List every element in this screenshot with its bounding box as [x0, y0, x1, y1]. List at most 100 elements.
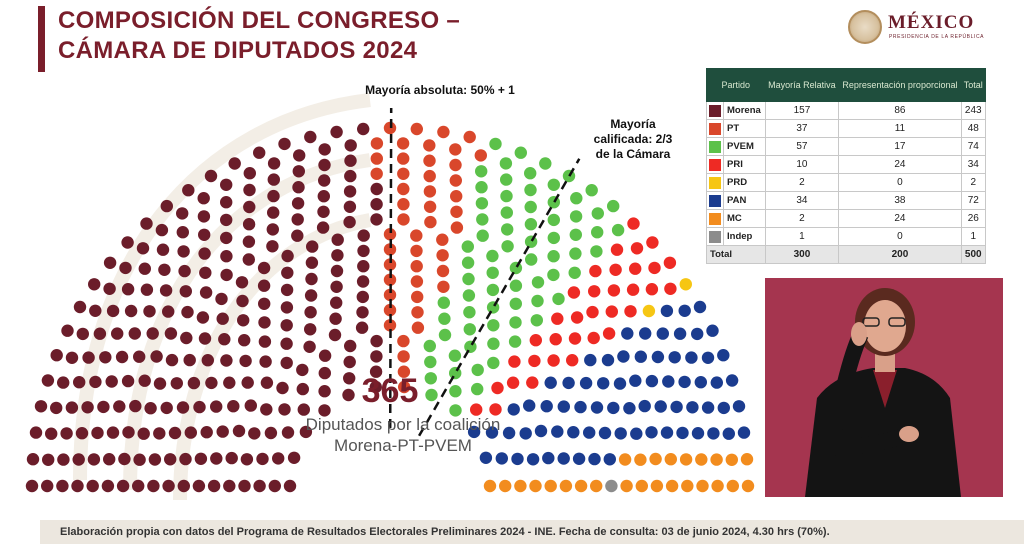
seat-pvem — [487, 337, 500, 350]
seat-morena — [369, 380, 382, 394]
seat-morena — [264, 426, 278, 440]
seat-morena — [330, 264, 344, 278]
seat-morena — [216, 425, 229, 438]
seat-morena — [370, 350, 383, 363]
seat-morena — [280, 337, 293, 350]
seat-pvem — [524, 200, 537, 214]
seat-morena — [258, 316, 271, 329]
seat-pvem — [423, 339, 436, 353]
seat-pri — [568, 332, 582, 345]
seat-morena — [276, 381, 289, 395]
seat-pan — [523, 399, 536, 412]
seat-morena — [244, 399, 257, 412]
seat-morena — [45, 427, 58, 440]
seat-morena — [232, 424, 246, 438]
seat-morena — [164, 453, 177, 466]
seat-morena — [343, 355, 356, 369]
seat-morena — [299, 425, 313, 439]
mayoria-relativa-value: 37 — [764, 119, 840, 138]
seat-pt — [423, 200, 437, 213]
total-value: 48 — [960, 119, 987, 138]
seat-morena — [296, 363, 309, 377]
seat-morena — [165, 353, 179, 367]
seat-morena — [86, 479, 99, 493]
seat-pvem — [462, 289, 476, 302]
seat-pvem — [562, 169, 576, 183]
seat-morena — [357, 244, 370, 258]
seat-pan — [485, 426, 499, 439]
seat-pan — [557, 452, 570, 465]
seat-morena — [88, 278, 101, 291]
seat-pvem — [591, 207, 604, 220]
seat-morena — [355, 321, 369, 334]
total-value: 1 — [960, 227, 987, 246]
seat-pvem — [590, 245, 603, 258]
party-color-swatch — [706, 155, 724, 174]
seat-pt — [436, 249, 449, 262]
table-row: PT 37 11 48 — [706, 119, 987, 138]
seat-pt — [423, 139, 436, 152]
seat-pan — [507, 403, 520, 416]
seat-morena — [238, 479, 251, 493]
seat-morena — [93, 327, 107, 340]
seat-pan — [737, 426, 751, 439]
seat-pan — [710, 376, 723, 389]
seat-morena — [239, 354, 252, 368]
table-row: PRI 10 24 34 — [706, 155, 987, 174]
seat-pt — [411, 290, 424, 304]
seat-mc — [618, 453, 632, 466]
seat-morena — [50, 401, 63, 415]
seat-morena — [235, 276, 249, 289]
representacion-proporcional-value: 86 — [838, 101, 962, 120]
seat-morena — [330, 280, 343, 293]
seat-pri — [470, 403, 483, 416]
seat-pan — [567, 426, 580, 439]
seat-morena — [241, 376, 254, 389]
seat-morena — [183, 353, 196, 367]
seat-pan — [603, 453, 616, 466]
seat-pan — [588, 452, 601, 466]
seat-pvem — [471, 363, 484, 377]
footer-band — [40, 520, 1024, 544]
seat-morena — [65, 401, 79, 414]
seat-pvem — [486, 249, 499, 263]
interpreter-figure — [765, 278, 1003, 497]
party-name: Morena — [723, 101, 766, 120]
party-name: PVEM — [723, 137, 766, 156]
seat-morena — [65, 351, 79, 364]
representacion-proporcional-value: 24 — [838, 155, 962, 174]
seat-morena — [318, 404, 331, 417]
seat-pvem — [500, 189, 513, 203]
seat-pan — [551, 425, 564, 438]
seat-mc — [711, 479, 724, 493]
seat-mc — [650, 479, 664, 493]
seat-morena — [356, 275, 370, 288]
seat-pri — [586, 305, 599, 319]
seat-morena — [146, 327, 159, 340]
seat-pri — [567, 286, 581, 299]
seat-morena — [344, 154, 357, 167]
seat-pvem — [487, 319, 500, 332]
seat-pt — [437, 125, 450, 139]
seat-mc — [695, 453, 708, 466]
seat-morena — [137, 427, 150, 440]
header-representacion-proporcional: Representación proporcional — [838, 68, 962, 102]
seat-pan — [623, 402, 636, 415]
seat-morena — [318, 174, 331, 187]
seat-pvem — [509, 261, 523, 275]
seat-morena — [357, 122, 370, 136]
seat-pri — [508, 355, 521, 368]
table-row: Morena 157 86 243 — [706, 101, 987, 120]
seat-pri — [489, 403, 502, 416]
seat-morena — [129, 399, 142, 413]
seat-pan — [678, 304, 691, 317]
seat-morena — [272, 452, 285, 465]
seat-pvem — [547, 213, 560, 227]
seat-pvem — [500, 206, 513, 219]
seat-morena — [291, 213, 304, 226]
seat-morena — [179, 452, 192, 466]
seat-morena — [343, 185, 357, 198]
seat-pvem — [524, 235, 538, 248]
seat-pri — [551, 312, 564, 325]
seat-morena — [150, 350, 163, 363]
